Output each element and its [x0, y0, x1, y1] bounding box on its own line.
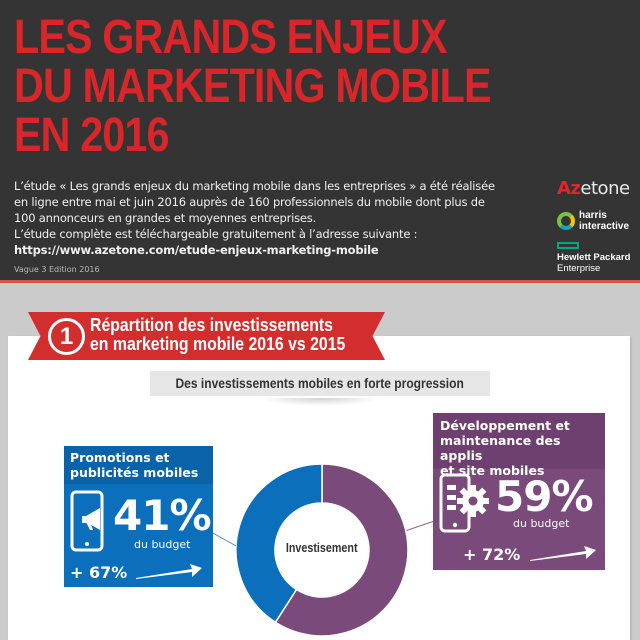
edition-label: Vague 3 Edition 2016	[14, 265, 100, 274]
harris-interactive-logo: harris interactive	[557, 210, 629, 232]
section-title-line-2: en marketing mobile 2016 vs 2015	[90, 334, 346, 354]
harris-logo-line-1: harris	[579, 210, 607, 221]
stat-percent-promotions: 41%	[113, 491, 212, 540]
azetone-logo-text: etone	[580, 178, 630, 199]
hpe-logo-line-1: Hewlett Packard	[557, 252, 631, 263]
section-subtitle: Des investissements mobiles en forte pro…	[150, 371, 490, 396]
title-line-2: DU MARKETING MOBILE	[14, 60, 492, 113]
hpe-rectangle-icon	[557, 242, 579, 249]
stat-title-development: Développement et maintenance des applis …	[433, 413, 605, 478]
harris-ring-icon	[557, 212, 575, 230]
donut-segment-development	[274, 464, 408, 637]
stat-box-promotions: Promotions et publicités mobiles 41% du …	[64, 446, 213, 587]
section-number-badge: 1	[48, 318, 85, 355]
section-title-line-1: Répartition des investissements	[90, 315, 333, 335]
hpe-logo-line-2: Enterprise	[557, 263, 601, 274]
growth-arrow-icon	[530, 546, 596, 561]
investment-donut-chart	[236, 464, 408, 637]
stat-title-line-1: Promotions et	[70, 450, 170, 465]
stat-budget-label-promotions: du budget	[134, 538, 191, 551]
hpe-logo: Hewlett Packard Enterprise	[557, 242, 630, 274]
stat-box-development: Développement et maintenance des applis …	[433, 413, 605, 570]
phone-gear-icon	[439, 473, 489, 533]
stat-title-promotions: Promotions et publicités mobiles	[64, 446, 213, 484]
section-title: Répartition des investissements en marke…	[90, 316, 345, 354]
donut-center-label-text: Investisement	[286, 541, 358, 555]
donut-center-label: Investisement	[272, 541, 372, 555]
section-subtitle-text: Des investissements mobiles en forte pro…	[175, 375, 465, 391]
phone-megaphone-icon	[70, 490, 104, 552]
intro-line-3: 100 annonceurs en grandes et moyennes en…	[14, 211, 317, 225]
azetone-logo: Azetone	[557, 178, 630, 199]
stat-title-line-2: publicités mobiles	[70, 465, 199, 480]
intro-line-1: L’étude « Les grands enjeux du marketing…	[14, 179, 495, 193]
stat-growth-promotions: + 67%	[70, 563, 128, 582]
harris-logo-line-2: interactive	[579, 221, 630, 232]
azetone-logo-mark: Az	[557, 178, 581, 199]
intro-text: L’étude « Les grands enjeux du marketing…	[14, 178, 534, 258]
subtitle-shadow	[260, 398, 380, 406]
section-ribbon	[28, 312, 385, 360]
title-line-1: LES GRANDS ENJEUX	[14, 11, 448, 64]
header-banner: LES GRANDS ENJEUX DU MARKETING MOBILE EN…	[0, 0, 640, 283]
stat-percent-development: 59%	[495, 472, 594, 521]
stat-title-line-2: maintenance des applis	[440, 433, 561, 463]
stat-title-line-1: Développement et	[440, 418, 570, 433]
donut-segment-promotions	[236, 464, 323, 624]
growth-arrow-icon	[136, 564, 202, 579]
intro-line-2: en ligne entre mai et juin 2016 auprès d…	[14, 195, 485, 209]
study-url-link[interactable]: https://www.azetone.com/etude-enjeux-mar…	[14, 243, 379, 257]
stat-budget-label-development: du budget	[513, 517, 570, 530]
title-line-3: EN 2016	[14, 109, 169, 162]
page-title: LES GRANDS ENJEUX DU MARKETING MOBILE EN…	[14, 11, 492, 162]
intro-line-4: L’étude complète est téléchargeable grat…	[14, 227, 418, 241]
stat-growth-development: + 72%	[463, 545, 521, 564]
